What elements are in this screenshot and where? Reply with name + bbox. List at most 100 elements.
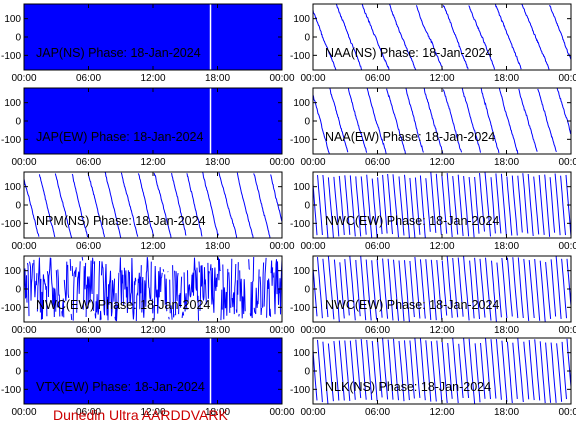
x-tick-label: 00:00	[300, 157, 325, 168]
x-tick-label: 12:00	[140, 407, 165, 418]
y-tick-label: -100	[290, 51, 310, 62]
panel-title: NAA(NS) Phase: 18-Jan-2024	[325, 46, 492, 60]
x-tick-label: 00:00	[11, 241, 36, 252]
panel-jap-ns: 100 0 -100 00:00 06:00 12:00 18:00 00:00 JAP(NS)…	[1, 3, 295, 84]
x-tick-label: 00:00	[269, 325, 294, 336]
y-tick-label: 0	[15, 285, 21, 296]
panel-nlk-ns: 100 0 -100 00:00 06:00 12:00 18:00 00:00 NLK(NS)…	[290, 337, 576, 418]
x-tick-label: 00:00	[11, 407, 36, 418]
x-tick-label: 18:00	[205, 73, 230, 84]
y-tick-label: 100	[4, 182, 21, 193]
y-tick-label: -100	[290, 219, 310, 230]
x-tick-label: 06:00	[365, 325, 390, 336]
y-tick-label: -100	[290, 385, 310, 396]
y-tick-label: 0	[304, 367, 310, 378]
panel-nwc-ew: 100 0 -100 00:00 06:00 12:00 18:00 00:00 NWC(EW)…	[1, 255, 295, 336]
panel-nwc-ew-b: 100 0 -100 00:00 06:00 12:00 18:00 00:00 NWC(EW)…	[290, 255, 576, 336]
y-tick-label: 100	[293, 348, 310, 359]
y-tick-label: 100	[293, 182, 310, 193]
x-tick-label: 12:00	[429, 325, 454, 336]
panel-title: JAP(NS) Phase: 18-Jan-2024	[36, 46, 201, 60]
phase-trace-dense	[24, 4, 282, 70]
y-tick-label: 0	[304, 201, 310, 212]
x-tick-label: 00:00	[300, 325, 325, 336]
y-tick-label: 100	[293, 98, 310, 109]
y-tick-label: -100	[1, 135, 21, 146]
x-tick-label: 06:00	[76, 407, 101, 418]
x-tick-label: 12:00	[429, 73, 454, 84]
x-tick-label: 12:00	[140, 73, 165, 84]
panel-title: VTX(EW) Phase: 18-Jan-2024	[36, 380, 205, 394]
panel-title: NPM(NS) Phase: 18-Jan-2024	[36, 214, 206, 228]
x-tick-label: 18:00	[494, 73, 519, 84]
x-tick-label: 06:00	[365, 241, 390, 252]
x-tick-label: 00:00	[558, 325, 576, 336]
x-tick-label: 00:00	[300, 407, 325, 418]
y-tick-label: 0	[304, 117, 310, 128]
phase-trace	[313, 338, 571, 404]
y-tick-label: -100	[290, 303, 310, 314]
x-tick-label: 00:00	[558, 73, 576, 84]
x-tick-label: 12:00	[140, 157, 165, 168]
y-tick-label: 100	[4, 266, 21, 277]
x-tick-label: 00:00	[300, 241, 325, 252]
x-tick-label: 06:00	[365, 73, 390, 84]
panel-vtx-ew: 100 0 -100 00:00 06:00 12:00 18:00 00:00 VTX(EW)…	[1, 337, 295, 418]
trace-gap	[209, 4, 212, 70]
y-tick-label: 0	[15, 33, 21, 44]
x-tick-label: 12:00	[140, 241, 165, 252]
trace-gap	[209, 338, 212, 404]
x-tick-label: 00:00	[269, 73, 294, 84]
plot-frame	[312, 3, 572, 71]
y-tick-label: -100	[1, 219, 21, 230]
phase-trace	[313, 172, 571, 238]
x-tick-label: 00:00	[558, 241, 576, 252]
phase-trace	[313, 4, 571, 70]
x-tick-label: 06:00	[76, 157, 101, 168]
panel-naa-ew: 100 0 -100 00:00 06:00 12:00 18:00 00:00 NAA(EW)…	[290, 87, 576, 168]
x-tick-label: 06:00	[76, 73, 101, 84]
x-tick-label: 00:00	[269, 407, 294, 418]
x-tick-label: 00:00	[300, 73, 325, 84]
x-tick-label: 12:00	[429, 157, 454, 168]
panel-title: NWC(EW) Phase: 18-Jan-2024	[325, 298, 499, 312]
y-tick-label: 0	[304, 285, 310, 296]
y-tick-label: 0	[15, 367, 21, 378]
panel-jap-ew: 100 0 -100 00:00 06:00 12:00 18:00 00:00 JAP(EW)…	[1, 87, 295, 168]
x-tick-label: 18:00	[205, 157, 230, 168]
panel-nwc-ew-a: 100 0 -100 00:00 06:00 12:00 18:00 00:00 NWC(EW)…	[290, 171, 576, 252]
y-tick-label: -100	[290, 135, 310, 146]
x-tick-label: 00:00	[558, 407, 576, 418]
x-tick-label: 18:00	[205, 407, 230, 418]
x-tick-label: 00:00	[11, 73, 36, 84]
plot-frame	[312, 87, 572, 155]
plot-frame	[312, 337, 572, 405]
panel-naa-ns: 100 0 -100 00:00 06:00 12:00 18:00 00:00 NAA(NS)…	[290, 3, 576, 84]
x-tick-label: 12:00	[140, 325, 165, 336]
phase-trace-dense	[24, 88, 282, 154]
credit-label: Dunedin Ultra AARDDVARK	[53, 407, 228, 423]
panel-npm-ns: 100 0 -100 00:00 06:00 12:00 18:00 00:00 NPM(NS)…	[1, 171, 295, 252]
y-tick-label: 100	[293, 14, 310, 25]
y-tick-label: 100	[293, 266, 310, 277]
y-tick-label: 100	[4, 14, 21, 25]
panel-title: NLK(NS) Phase: 18-Jan-2024	[325, 380, 491, 394]
x-tick-label: 18:00	[205, 241, 230, 252]
y-tick-label: -100	[1, 51, 21, 62]
x-tick-label: 00:00	[11, 325, 36, 336]
phase-trace	[24, 172, 282, 238]
y-tick-label: -100	[1, 385, 21, 396]
x-tick-label: 00:00	[11, 157, 36, 168]
x-tick-label: 18:00	[494, 241, 519, 252]
phase-trace	[313, 256, 571, 322]
phase-trace	[24, 256, 282, 322]
x-tick-label: 12:00	[429, 241, 454, 252]
x-tick-label: 18:00	[494, 407, 519, 418]
panel-title: NWC(EW) Phase: 18-Jan-2024	[325, 214, 499, 228]
y-tick-label: 0	[304, 33, 310, 44]
x-tick-label: 06:00	[76, 325, 101, 336]
y-tick-label: 0	[15, 201, 21, 212]
x-tick-label: 06:00	[365, 157, 390, 168]
panel-title: NAA(EW) Phase: 18-Jan-2024	[325, 130, 495, 144]
